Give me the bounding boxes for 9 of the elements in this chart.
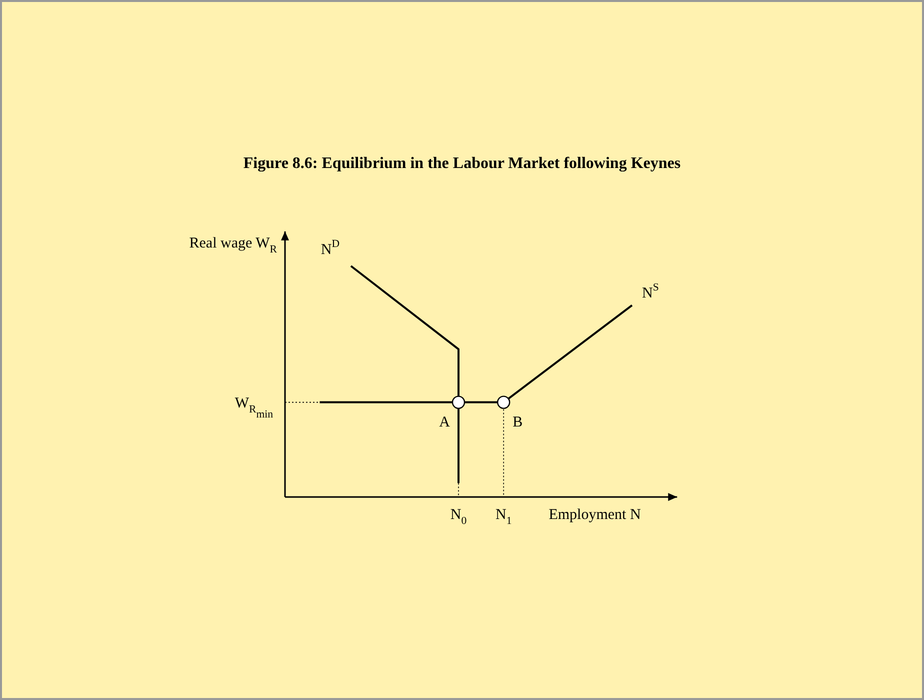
x-tick-label: N$_{0}$: [450, 507, 467, 527]
x-tick-label: N$_{1}$: [495, 507, 512, 527]
annotation: A: [439, 414, 450, 430]
series-label: N$^{D}$: [320, 238, 340, 258]
series-label: N$^{S}$: [642, 281, 659, 302]
x-axis-title: Employment N: [548, 507, 641, 523]
chart-title: Figure 8.6: Equilibrium in the Labour Market following Keynes: [243, 155, 681, 172]
annotation: B: [512, 414, 523, 430]
y-axis-title: Real wage W$_{R}$: [189, 235, 278, 256]
